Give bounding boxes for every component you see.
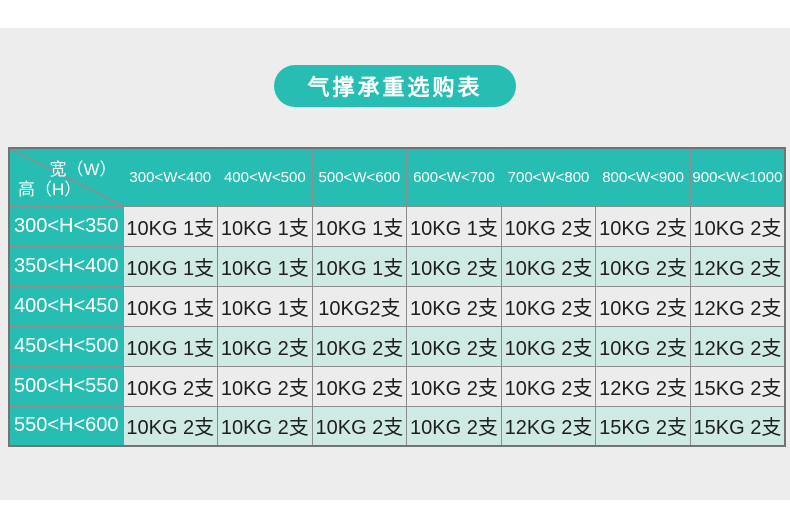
table-row: 450<H<500 10KG 1支 10KG 2支 10KG 2支 10KG 2… (8, 325, 786, 367)
table-cell: 10KG 2支 (122, 365, 219, 407)
table-cell: 10KG 1支 (406, 205, 502, 247)
column-header: 700<W<800 (500, 147, 597, 207)
table-cell: 10KG 2支 (406, 405, 502, 447)
table-cell: 10KG 2支 (217, 405, 313, 447)
table-cell: 12KG 2支 (500, 405, 597, 447)
table-cell: 10KG 2支 (406, 285, 502, 327)
row-header: 350<H<400 (8, 245, 124, 287)
table-cell: 10KG 1支 (311, 245, 408, 287)
selection-table-wrap: 宽（W） 高（H） 300<W<400 400<W<500 500<W<600 … (8, 147, 786, 447)
column-header: 500<W<600 (311, 147, 408, 207)
table-cell: 10KG 2支 (406, 325, 502, 367)
width-axis-label: 宽（W） (49, 160, 117, 179)
table-row: 400<H<450 10KG 1支 10KG 1支 10KG2支 10KG 2支… (8, 285, 786, 327)
table-cell: 15KG 2支 (689, 365, 786, 407)
table-cell: 10KG 1支 (122, 285, 219, 327)
table-cell: 10KG 2支 (595, 285, 691, 327)
table-cell: 10KG 1支 (217, 285, 313, 327)
column-header: 900<W<1000 (689, 147, 786, 207)
table-cell: 10KG 2支 (311, 405, 408, 447)
table-cell: 10KG 2支 (217, 325, 313, 367)
table-row: 550<H<600 10KG 2支 10KG 2支 10KG 2支 10KG 2… (8, 405, 786, 447)
corner-header-cell: 宽（W） 高（H） (8, 147, 124, 207)
table-cell: 10KG 2支 (689, 205, 786, 247)
table-cell: 10KG 1支 (122, 325, 219, 367)
table-cell: 10KG 2支 (595, 205, 691, 247)
height-axis-label: 高（H） (18, 179, 82, 199)
table-cell: 15KG 2支 (689, 405, 786, 447)
table-cell: 10KG 2支 (217, 365, 313, 407)
table-cell: 12KG 2支 (689, 245, 786, 287)
table-cell: 12KG 2支 (595, 365, 691, 407)
table-cell: 10KG 2支 (311, 325, 408, 367)
table-cell: 10KG 2支 (122, 405, 219, 447)
table-cell: 12KG 2支 (689, 285, 786, 327)
table-cell: 10KG 2支 (500, 245, 597, 287)
table-cell: 10KG 2支 (500, 205, 597, 247)
table-cell: 10KG 2支 (406, 245, 502, 287)
selection-table: 宽（W） 高（H） 300<W<400 400<W<500 500<W<600 … (8, 147, 786, 447)
table-row: 500<H<550 10KG 2支 10KG 2支 10KG 2支 10KG 2… (8, 365, 786, 407)
table-row: 350<H<400 10KG 1支 10KG 1支 10KG 1支 10KG 2… (8, 245, 786, 287)
column-header: 400<W<500 (217, 147, 313, 207)
table-cell: 10KG2支 (311, 285, 408, 327)
table-row: 300<H<350 10KG 1支 10KG 1支 10KG 1支 10KG 1… (8, 205, 786, 247)
table-cell: 10KG 2支 (311, 365, 408, 407)
column-header: 600<W<700 (406, 147, 502, 207)
table-cell: 15KG 2支 (595, 405, 691, 447)
table-cell: 10KG 2支 (406, 365, 502, 407)
table-cell: 10KG 2支 (500, 325, 597, 367)
table-cell: 10KG 1支 (122, 205, 219, 247)
table-cell: 10KG 2支 (500, 285, 597, 327)
column-header: 300<W<400 (122, 147, 219, 207)
column-header: 800<W<900 (595, 147, 691, 207)
table-cell: 10KG 2支 (500, 365, 597, 407)
page-title: 气撑承重选购表 (307, 75, 483, 100)
table-cell: 10KG 2支 (595, 245, 691, 287)
title-banner: 气撑承重选购表 (274, 65, 516, 107)
row-header: 400<H<450 (8, 285, 124, 327)
table-cell: 10KG 1支 (217, 245, 313, 287)
table-cell: 10KG 2支 (595, 325, 691, 367)
table-cell: 10KG 1支 (311, 205, 408, 247)
diagonal-divider-line (10, 149, 123, 206)
column-header-row: 宽（W） 高（H） 300<W<400 400<W<500 500<W<600 … (8, 147, 786, 207)
row-header: 450<H<500 (8, 325, 124, 367)
row-header: 550<H<600 (8, 405, 124, 447)
table-cell: 10KG 1支 (217, 205, 313, 247)
row-header: 500<H<550 (8, 365, 124, 407)
table-cell: 10KG 1支 (122, 245, 219, 287)
table-cell: 12KG 2支 (689, 325, 786, 367)
row-header: 300<H<350 (8, 205, 124, 247)
